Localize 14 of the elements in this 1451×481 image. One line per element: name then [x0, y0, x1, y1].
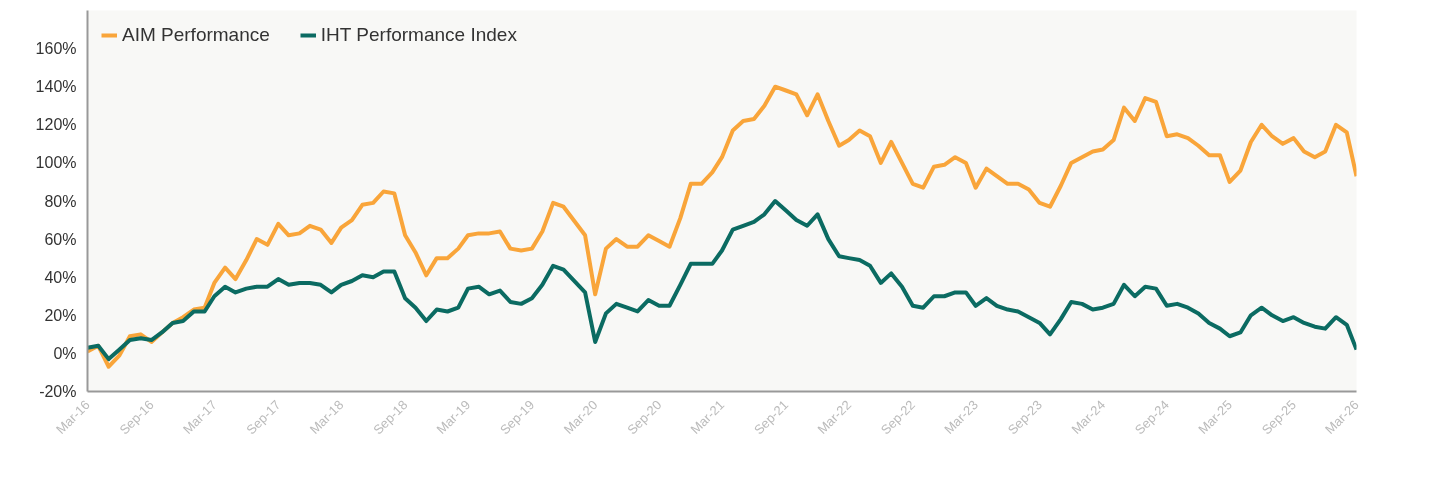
y-tick-label: 20%: [44, 306, 77, 324]
y-tick-label: 160%: [35, 40, 77, 58]
y-tick-label: 120%: [35, 116, 77, 134]
y-tick-label: 80%: [44, 192, 77, 210]
y-tick-label: 40%: [44, 268, 77, 286]
y-tick-label: -20%: [39, 383, 77, 400]
legend-label: AIM Performance: [122, 24, 270, 46]
line-series: [87, 199, 1357, 362]
y-tick-label: 60%: [44, 230, 77, 248]
y-tick-label: 140%: [35, 78, 77, 96]
y-tick-label: 0%: [53, 344, 77, 362]
line-series: [87, 84, 1357, 369]
legend-label: IHT Performance Index: [320, 24, 517, 46]
y-tick-label: 100%: [35, 154, 77, 172]
